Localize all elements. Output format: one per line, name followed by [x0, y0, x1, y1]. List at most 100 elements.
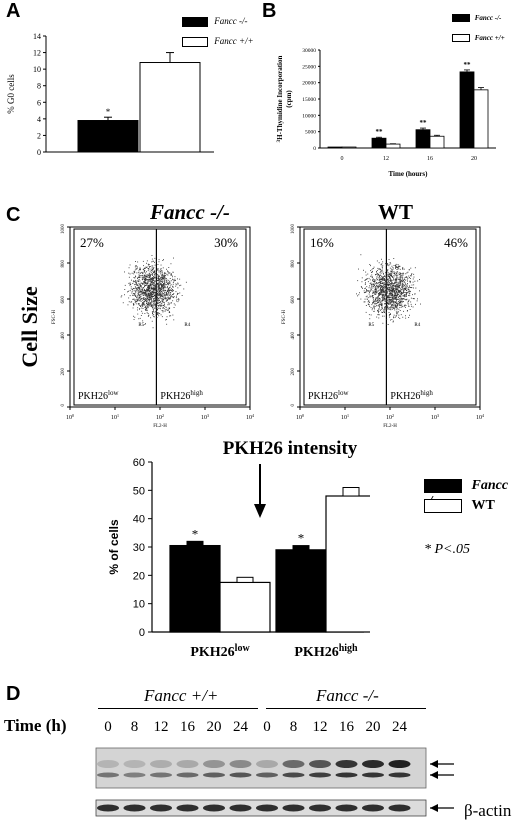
y-axis-label: 3H-Thymidine Incorporation	[276, 56, 284, 143]
x-tick-label: 20	[471, 156, 477, 162]
band-actin	[335, 804, 358, 812]
blot-actin-label: β-actin	[464, 801, 512, 820]
blot-time-value: 16	[339, 719, 354, 735]
chart-a-legend-1: Fancc -/-	[182, 16, 247, 27]
band-upper	[256, 760, 278, 768]
blot-time-value: 8	[130, 719, 139, 735]
band-lower	[256, 772, 278, 778]
band-lower	[150, 772, 172, 778]
legend-label-knockout: Fancc -/-	[474, 14, 502, 22]
legend-swatch-knockout	[424, 478, 462, 493]
legend-swatch-wildtype	[424, 498, 462, 513]
legend-label-wildtype: WT	[471, 498, 495, 513]
pkh-low-label: PKH26low	[308, 389, 349, 402]
band-lower	[176, 772, 199, 778]
y-tick-label: 2	[37, 131, 41, 140]
flow-plot-knockout: 0 200 400 600 800 1000 FSC-H 100 101 102 103 104 FL2…	[52, 224, 254, 430]
y-tick-label: 30000	[302, 48, 316, 54]
y-tick-label: 0	[139, 627, 145, 639]
flow-title-wildtype: WT	[378, 200, 414, 224]
bar	[385, 143, 401, 149]
band-upper	[229, 760, 252, 768]
y-tick-label: 800	[61, 260, 66, 268]
x-axis-label: FL2-H	[383, 424, 397, 429]
band-actin	[282, 804, 305, 812]
y-tick-label: 200	[61, 368, 66, 376]
gate-high	[155, 228, 247, 406]
blot-time-value: 12	[312, 719, 328, 735]
legend-label-knockout: Fancc -/-	[214, 16, 248, 26]
band-upper	[123, 760, 146, 768]
pkh-low-label: PKH26low	[78, 389, 119, 402]
chart-b-legend-2: Fancc +/+	[452, 34, 505, 43]
flow-title-knockout: Fancc -/-	[150, 200, 230, 224]
band-lower	[388, 772, 411, 778]
chart-c-annotation: * P<.05	[424, 542, 470, 557]
scatter-cloud	[356, 254, 421, 325]
band-actin	[203, 804, 225, 812]
bar	[473, 89, 489, 149]
blot-time-value: 24	[392, 719, 407, 735]
flow-x-bottom-label: PKH26 intensity	[222, 438, 358, 459]
bar	[415, 129, 431, 149]
scatter-cloud	[120, 255, 187, 329]
y-tick-label: 14	[33, 32, 41, 41]
arrow-actin-head	[430, 804, 438, 812]
band-actin	[123, 804, 146, 812]
band-actin	[229, 804, 252, 812]
plot-frame	[69, 226, 251, 408]
gate-high-label: R4	[414, 323, 420, 328]
y-axis-label: FSC-H	[52, 310, 57, 325]
y-tick-label: 50	[133, 485, 145, 497]
y-tick-label: 8	[37, 82, 41, 91]
x-tick-label: PKH26high	[294, 643, 358, 661]
x-tick-label: 104	[476, 413, 484, 422]
blot-time-row: 0 8 12 16 20 24 0 8 12 16 20 24	[0, 719, 520, 739]
band-lower	[362, 772, 384, 778]
x-tick-label: 101	[111, 413, 119, 422]
blot-time-value: 20	[206, 719, 222, 735]
gate-high-label: R4	[184, 323, 190, 328]
chart-b: 0 5000 10000 15000 20000 25000 30000 3H-Thymidi…	[276, 48, 496, 178]
error-bar	[186, 540, 204, 547]
blot-group-left-line	[98, 708, 258, 709]
band-actin	[176, 804, 199, 812]
y-tick-label: 0	[37, 148, 41, 157]
band-actin	[309, 804, 331, 812]
bar	[371, 137, 387, 149]
y-axis-label: FSC-H	[282, 310, 287, 325]
blot-time-value: 0	[263, 719, 271, 735]
band-upper	[176, 760, 199, 768]
band-lower	[203, 772, 225, 778]
y-tick-label: 800	[291, 260, 296, 268]
band-actin	[256, 804, 278, 812]
x-tick-label: 103	[201, 413, 209, 422]
pkh-high-label: PKH26high	[160, 389, 203, 402]
y-tick-label: 12	[33, 49, 41, 58]
significance-mark: **	[464, 61, 472, 69]
blot-main	[95, 747, 454, 817]
significance-mark: *	[106, 107, 111, 117]
x-axis-label: FL2-H	[153, 424, 167, 429]
percent-high: 30%	[214, 235, 238, 250]
blot-time-value: 12	[153, 719, 169, 735]
y-axis-label: % of cells	[107, 519, 121, 575]
band-upper	[203, 760, 225, 768]
blot-time-value: 24	[233, 719, 248, 735]
error-bar	[236, 576, 254, 583]
y-axis-label: % G0 cells	[6, 74, 16, 114]
y-tick-label: 10000	[302, 113, 316, 119]
legend-swatch-wildtype	[452, 34, 470, 43]
y-tick-label: 0	[313, 146, 316, 152]
panel-label-d: D	[6, 683, 21, 705]
legend-label-wildtype: Fancc +/+	[214, 36, 254, 46]
gate-low-label: R5	[138, 323, 144, 328]
bar	[341, 146, 357, 149]
gate-low	[303, 228, 387, 406]
y-axis-unit: (cpm)	[285, 90, 293, 108]
band-actin	[362, 804, 384, 812]
bar	[459, 71, 475, 149]
chart-c-arrow	[253, 464, 267, 518]
blot-time-label: Time (h)	[4, 716, 67, 735]
y-tick-label: 400	[61, 332, 66, 340]
